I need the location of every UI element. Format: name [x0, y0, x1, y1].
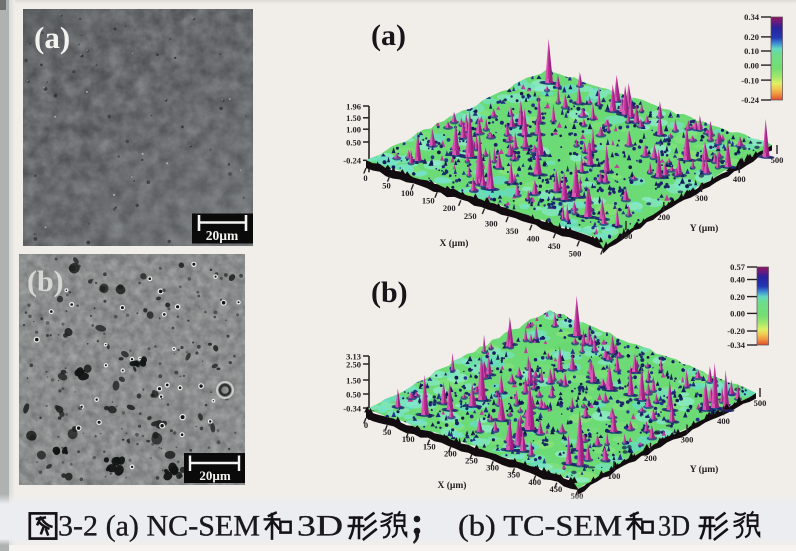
svg-text:450: 450 [548, 241, 561, 251]
svg-text:-0.10: -0.10 [741, 75, 759, 85]
svg-text:100: 100 [620, 231, 633, 241]
svg-text:(b) TC-SEM: (b) TC-SEM [458, 511, 622, 543]
svg-text:0.20: 0.20 [744, 32, 759, 42]
svg-text:1.50: 1.50 [346, 113, 361, 123]
svg-text:400: 400 [733, 174, 746, 184]
svg-text:350: 350 [506, 226, 519, 236]
svg-text:X (µm): X (µm) [440, 238, 469, 249]
svg-text:3-2 (a) NC-SEM: 3-2 (a) NC-SEM [58, 511, 260, 543]
svg-text:400: 400 [717, 416, 730, 426]
svg-text:0.50: 0.50 [346, 389, 361, 399]
svg-text:-0.34: -0.34 [343, 403, 361, 413]
svg-text:2.50: 2.50 [346, 359, 361, 369]
svg-text:1.00: 1.00 [346, 125, 361, 135]
svg-text:0.20: 0.20 [730, 292, 745, 302]
svg-text:X (µm): X (µm) [438, 480, 467, 491]
svg-text:Y (µm): Y (µm) [690, 223, 719, 234]
svg-text:200: 200 [443, 203, 456, 213]
svg-text:100: 100 [402, 434, 415, 444]
svg-text:150: 150 [422, 196, 435, 206]
svg-text:(a): (a) [371, 19, 406, 52]
svg-text:0.00: 0.00 [744, 60, 759, 70]
svg-text:-0.24: -0.24 [343, 156, 361, 166]
svg-text:0.40: 0.40 [730, 275, 745, 285]
svg-text:50: 50 [383, 427, 392, 437]
svg-text:300: 300 [681, 435, 694, 445]
svg-text:150: 150 [423, 441, 436, 451]
svg-text:20µm: 20µm [199, 468, 230, 483]
svg-text:500: 500 [569, 249, 582, 259]
svg-text:0: 0 [363, 173, 367, 183]
svg-text:300: 300 [486, 463, 499, 473]
svg-text:200: 200 [657, 212, 670, 222]
svg-text:-0.20: -0.20 [727, 326, 745, 336]
svg-text:400: 400 [527, 233, 540, 243]
svg-text:0: 0 [364, 420, 368, 430]
svg-text:200: 200 [644, 453, 657, 463]
svg-text:500: 500 [754, 398, 767, 408]
svg-text:450: 450 [550, 484, 563, 494]
svg-text:1.50: 1.50 [346, 375, 361, 385]
svg-text:0.50: 0.50 [346, 137, 361, 147]
svg-text:250: 250 [464, 211, 477, 221]
svg-text:50: 50 [382, 181, 391, 191]
svg-text:100: 100 [401, 188, 414, 198]
svg-text:(a): (a) [34, 20, 70, 55]
svg-text:350: 350 [507, 470, 520, 480]
svg-text:1.96: 1.96 [346, 101, 361, 111]
svg-text:0.10: 0.10 [744, 46, 759, 56]
svg-text:0.57: 0.57 [730, 262, 746, 272]
svg-text:Y (µm): Y (µm) [690, 464, 719, 475]
svg-text:(b): (b) [371, 276, 408, 309]
svg-text:20µm: 20µm [206, 228, 239, 243]
svg-text:500: 500 [771, 155, 784, 165]
svg-text:-0.34: -0.34 [727, 340, 745, 350]
svg-text:-0.24: -0.24 [741, 95, 759, 105]
svg-text:250: 250 [465, 456, 478, 466]
svg-text:3D: 3D [658, 511, 690, 543]
svg-text:300: 300 [695, 193, 708, 203]
svg-text:100: 100 [608, 471, 621, 481]
svg-text:3D: 3D [297, 511, 343, 543]
svg-text:(b): (b) [27, 265, 64, 298]
svg-text:200: 200 [444, 448, 457, 458]
svg-text:0.00: 0.00 [730, 309, 745, 319]
svg-text:300: 300 [485, 218, 498, 228]
svg-text:3.13: 3.13 [346, 351, 361, 361]
svg-text:400: 400 [528, 477, 541, 487]
svg-text:0.34: 0.34 [744, 12, 760, 22]
